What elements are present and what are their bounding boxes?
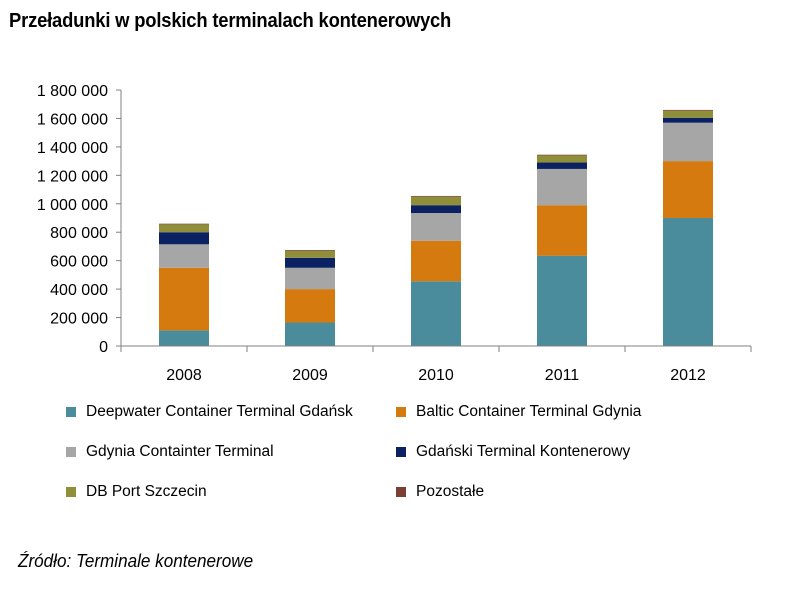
- x-tick-label: 2012: [670, 367, 706, 384]
- y-tick-label: 0: [99, 339, 108, 356]
- legend-label: Baltic Container Terminal Gdynia: [416, 403, 642, 420]
- x-tick-label: 2010: [418, 367, 454, 384]
- legend-swatch: [396, 447, 406, 457]
- bar-segment: [159, 232, 209, 245]
- legend-swatch: [396, 487, 406, 497]
- bar-segment: [537, 162, 587, 169]
- bar-segment: [411, 195, 461, 197]
- legend-item: Pozostałe: [396, 480, 484, 504]
- y-tick-label: 200 000: [50, 311, 108, 328]
- bar-segment: [159, 267, 209, 331]
- legend-label: Pozostałe: [416, 483, 485, 500]
- legend-item: Deepwater Container Terminal Gdańsk: [66, 400, 353, 424]
- x-tick-label: 2009: [292, 367, 328, 384]
- y-tick-label: 1 800 000: [37, 83, 108, 100]
- legend-label: DB Port Szczecin: [86, 483, 207, 500]
- y-tick-label: 1 200 000: [37, 168, 108, 185]
- bar-segment: [285, 322, 335, 346]
- chart-title: Przeładunki w polskich terminalach konte…: [9, 10, 452, 32]
- y-tick-label: 600 000: [50, 254, 108, 271]
- legend-item: Baltic Container Terminal Gdynia: [396, 400, 641, 424]
- legend-item: Gdynia Containter Terminal: [66, 440, 274, 464]
- y-tick-label: 800 000: [50, 225, 108, 242]
- bar-segment: [537, 255, 587, 346]
- x-tick-label: 2011: [545, 367, 580, 384]
- bar-segment: [411, 196, 461, 206]
- bar-segment: [159, 224, 209, 233]
- legend-label: Gdynia Containter Terminal: [86, 443, 274, 460]
- chart-plot: 0 200 000 400 000 600 000 800 000 1 000 000 1 …: [37, 83, 752, 384]
- bar-segment: [159, 223, 209, 225]
- bar-segment: [537, 154, 587, 156]
- y-tick-label: 1 000 000: [37, 197, 108, 214]
- bar-segment: [411, 205, 461, 214]
- legend-item: Gdański Terminal Kontenerowy: [396, 440, 630, 464]
- bar-segment: [285, 289, 335, 323]
- legend-label: Deepwater Container Terminal Gdańsk: [86, 403, 353, 420]
- bar-segment: [411, 240, 461, 282]
- legend-item: DB Port Szczecin: [66, 480, 207, 504]
- bar-segment: [663, 110, 713, 118]
- legend-label: Gdański Terminal Kontenerowy: [416, 443, 631, 460]
- bar-segment: [537, 205, 587, 256]
- bar-segment: [663, 117, 713, 123]
- y-tick-label: 1 600 000: [37, 111, 108, 128]
- bar-segment: [159, 244, 209, 268]
- y-tick-label: 400 000: [50, 282, 108, 299]
- bar-segment: [285, 267, 335, 290]
- bar-segment: [663, 122, 713, 162]
- bar-segment: [663, 109, 713, 111]
- source-note: Źródło: Terminale kontenerowe: [18, 551, 254, 571]
- bar-segment: [411, 281, 461, 346]
- bar-segment: [663, 161, 713, 218]
- bar-segment: [159, 330, 209, 346]
- legend-swatch: [66, 487, 76, 497]
- bar-segment: [285, 250, 335, 251]
- bar-segment: [663, 218, 713, 346]
- bar-segment: [537, 168, 587, 206]
- legend-swatch: [66, 447, 76, 457]
- bar-segment: [285, 250, 335, 258]
- bar-segment: [537, 155, 587, 163]
- x-tick-label: 2008: [166, 367, 202, 384]
- bar-segment: [285, 257, 335, 268]
- legend-swatch: [396, 407, 406, 417]
- bar-segment: [411, 213, 461, 241]
- legend-swatch: [66, 407, 76, 417]
- y-tick-label: 1 400 000: [37, 140, 108, 157]
